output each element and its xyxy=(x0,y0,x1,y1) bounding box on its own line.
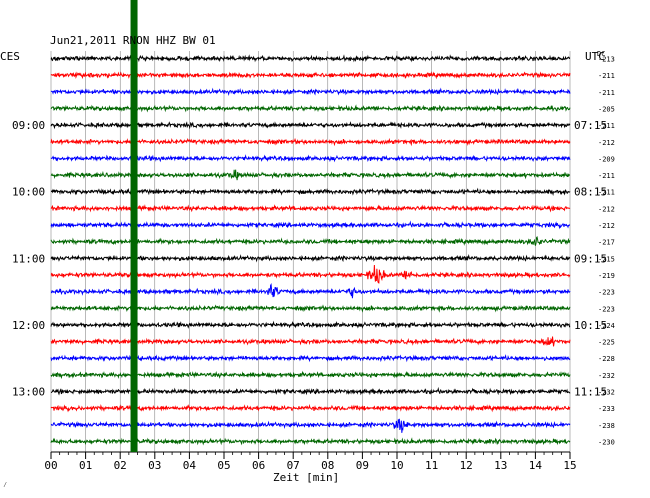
x-tick-label: 00 xyxy=(44,459,57,472)
seismic-trace xyxy=(50,253,571,263)
time-marker-bar xyxy=(130,0,138,452)
dc-offset-label: -211 xyxy=(598,189,615,197)
seismic-trace xyxy=(50,87,571,97)
plot-labels: Jun21,2011 RNON HHZ BW 01 CES UTC DC Zei… xyxy=(0,34,615,489)
seismic-trace xyxy=(50,54,571,63)
left-time-label: 10:00 xyxy=(12,186,45,199)
right-time-label: 09:15 xyxy=(574,252,607,265)
x-tick-label: 01 xyxy=(79,459,92,472)
x-tick-label: 05 xyxy=(217,459,230,472)
dc-offset-label: -232 xyxy=(598,389,615,397)
seismic-trace xyxy=(50,169,571,181)
dc-offset-label: -209 xyxy=(598,155,615,163)
seismic-trace xyxy=(50,154,571,163)
seismic-trace xyxy=(50,235,571,246)
dc-offset-label: -217 xyxy=(598,239,615,247)
seismic-trace xyxy=(50,370,571,380)
seismic-trace xyxy=(50,403,571,413)
x-tick-label: 09 xyxy=(356,459,369,472)
dc-offset-label: -213 xyxy=(598,56,615,64)
right-time-label: 11:15 xyxy=(574,386,607,399)
right-time-label: 10:15 xyxy=(574,319,607,332)
dc-offset-label: -219 xyxy=(598,272,615,280)
left-time-label: 09:00 xyxy=(12,119,45,132)
dc-header-label: DC xyxy=(597,50,605,58)
x-tick-label: 06 xyxy=(252,459,265,472)
seismic-trace xyxy=(50,386,571,396)
dc-offset-label: -225 xyxy=(598,339,615,347)
dc-offset-label: -228 xyxy=(598,355,615,363)
left-time-label: 13:00 xyxy=(12,386,45,399)
seismic-trace xyxy=(50,320,571,329)
seismic-trace xyxy=(50,104,571,113)
x-tick-label: 12 xyxy=(460,459,473,472)
x-tick-label: 07 xyxy=(287,459,300,472)
seismic-trace xyxy=(50,187,571,196)
dc-offset-label: -212 xyxy=(598,205,615,213)
corner-mark: ⁄ xyxy=(3,481,7,489)
dc-offset-label: -223 xyxy=(598,305,615,313)
x-tick-label: 15 xyxy=(563,459,576,472)
seismic-trace xyxy=(50,336,571,347)
seismic-trace xyxy=(50,204,571,213)
seismic-trace xyxy=(50,71,571,80)
right-time-label: 08:15 xyxy=(574,186,607,199)
right-time-label: 07:15 xyxy=(574,119,607,132)
left-time-label: 11:00 xyxy=(12,252,45,265)
dc-offset-label: -211 xyxy=(598,89,615,97)
x-tick-label: 11 xyxy=(425,459,438,472)
dc-offset-label: -232 xyxy=(598,372,615,380)
trace-lines xyxy=(50,54,571,446)
dc-offset-label: -215 xyxy=(598,255,615,263)
dc-offset-label: -230 xyxy=(598,438,615,446)
seismic-trace xyxy=(50,437,571,446)
seismic-trace xyxy=(50,282,571,299)
x-tick-label: 13 xyxy=(494,459,507,472)
seismic-trace xyxy=(50,137,571,147)
dc-offset-label: -211 xyxy=(598,172,615,180)
x-tick-label: 10 xyxy=(390,459,403,472)
x-tick-label: 02 xyxy=(114,459,127,472)
dc-offset-label: -224 xyxy=(598,322,615,330)
dc-offset-label: -223 xyxy=(598,289,615,297)
dc-offset-label: -212 xyxy=(598,139,615,147)
time-marker xyxy=(130,0,138,452)
x-tick-label: 03 xyxy=(148,459,161,472)
left-timezone-label: CES xyxy=(0,50,20,63)
x-tick-label: 14 xyxy=(529,459,543,472)
x-axis-label: Zeit [min] xyxy=(273,471,339,484)
dc-offset-label: -233 xyxy=(598,405,615,413)
minute-grid: 00 01 02 03 04 05 06 07 08 09 10 11 12 13 14 15 xyxy=(44,51,577,472)
dc-offset-label: -211 xyxy=(598,72,615,80)
dc-offset-label: -212 xyxy=(598,222,615,230)
right-timezone-label: UTC xyxy=(585,50,605,63)
seismic-trace xyxy=(50,121,571,130)
seismic-trace xyxy=(50,354,571,363)
seismic-trace xyxy=(50,265,571,284)
left-time-label: 12:00 xyxy=(12,319,45,332)
x-tick-label: 08 xyxy=(321,459,334,472)
dc-offset-label: -238 xyxy=(598,422,615,430)
seismic-trace xyxy=(50,304,571,313)
station-title: Jun21,2011 RNON HHZ BW 01 xyxy=(50,34,216,47)
seismic-trace xyxy=(50,418,571,433)
dc-offset-label: -211 xyxy=(598,122,615,130)
x-tick-label: 04 xyxy=(183,459,197,472)
dc-offset-label: -205 xyxy=(598,105,615,113)
seismic-trace xyxy=(50,220,571,230)
